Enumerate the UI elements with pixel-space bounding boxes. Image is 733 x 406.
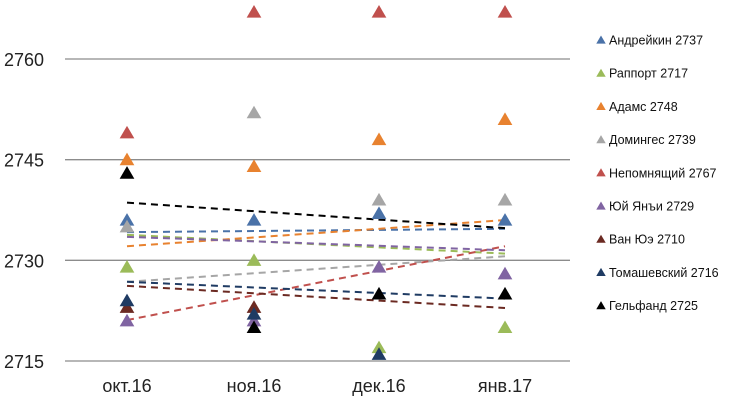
legend-label: Юй Янъи 2729 [609, 200, 694, 214]
y-tick-label: 2715 [4, 352, 44, 372]
legend-label: Томашевский 2716 [609, 266, 719, 280]
legend: Андрейкин 2737 Раппорт 2717 Адамс 2748 Доми… [596, 34, 719, 313]
legend-label: Андрейкин 2737 [609, 34, 703, 48]
data-point [119, 300, 135, 313]
data-point [119, 125, 135, 139]
legend-label: Адамс 2748 [609, 100, 678, 114]
legend-marker-icon [596, 267, 606, 276]
gridlines [65, 58, 570, 362]
legend-label: Раппорт 2717 [609, 67, 688, 81]
legend-marker-icon [596, 68, 606, 77]
legend-marker-icon [596, 101, 606, 110]
data-point [246, 159, 262, 172]
data-point [119, 260, 135, 273]
data-point [371, 286, 387, 300]
legend-label: Непомнящий 2767 [609, 166, 717, 180]
data-point [371, 340, 387, 354]
legend-marker-icon [596, 35, 606, 44]
trendline [126, 227, 506, 234]
data-point [246, 105, 262, 119]
data-point [246, 300, 262, 313]
legend-label: Гельфанд 2725 [609, 299, 698, 313]
legend-label: Домингес 2739 [609, 133, 696, 147]
data-point [371, 206, 387, 219]
trendline [126, 235, 506, 252]
data-point [371, 192, 387, 206]
x-axis-labels: окт.16 ноя.16 дек.16 янв.17 [102, 376, 532, 396]
data-point [119, 213, 135, 226]
data-point [497, 320, 513, 334]
data-point [246, 213, 262, 226]
x-tick-label: ноя.16 [227, 376, 282, 396]
data-point [371, 132, 387, 146]
trendline [126, 233, 506, 255]
trendline [126, 219, 506, 248]
data-point [246, 253, 262, 266]
data-points [119, 5, 513, 360]
data-point [497, 5, 513, 18]
y-tick-label: 2760 [4, 50, 44, 70]
data-point [371, 5, 387, 18]
trendline [126, 245, 506, 322]
trendline [126, 280, 506, 300]
data-point [246, 5, 262, 18]
data-point [119, 152, 135, 166]
data-point [371, 347, 387, 360]
data-point [497, 112, 513, 125]
data-point [246, 307, 262, 320]
data-point [246, 320, 262, 334]
data-point [119, 166, 135, 179]
data-point [497, 213, 513, 226]
legend-marker-icon [596, 135, 606, 144]
trendline [126, 255, 506, 283]
x-tick-label: окт.16 [102, 376, 151, 396]
legend-marker-icon [596, 234, 606, 243]
trendlines [126, 201, 506, 322]
data-point [119, 293, 135, 307]
data-point [497, 266, 513, 280]
x-tick-label: дек.16 [352, 376, 405, 396]
data-point [119, 313, 135, 327]
y-axis-labels: 2715 2730 2745 2760 [4, 50, 44, 372]
legend-marker-icon [596, 301, 606, 310]
y-tick-label: 2745 [4, 151, 44, 171]
trendline [126, 201, 506, 230]
legend-marker-icon [596, 168, 606, 177]
legend-label: Ван Юэ 2710 [609, 233, 685, 247]
data-point [497, 286, 513, 300]
data-point [119, 219, 135, 233]
data-point [497, 192, 513, 206]
data-point [371, 260, 387, 273]
trendline [126, 284, 506, 309]
data-point [246, 313, 262, 327]
y-tick-label: 2730 [4, 251, 44, 271]
legend-marker-icon [596, 201, 606, 210]
x-tick-label: янв.17 [478, 376, 532, 396]
